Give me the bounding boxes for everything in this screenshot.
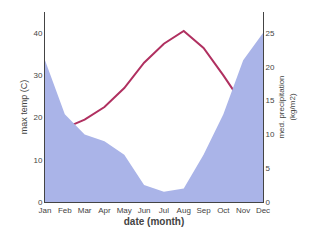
svg-text:max temp (C): max temp (C)	[19, 80, 29, 135]
svg-text:10: 10	[33, 156, 42, 165]
svg-text:Oct: Oct	[217, 206, 230, 215]
svg-text:Aug: Aug	[177, 206, 191, 215]
svg-text:0: 0	[266, 198, 271, 207]
svg-text:Dec: Dec	[256, 206, 270, 215]
svg-text:date (month): date (month)	[124, 216, 185, 227]
svg-text:Jul: Jul	[159, 206, 169, 215]
svg-text:10: 10	[266, 130, 275, 139]
svg-text:med. precipitation(kg/m2): med. precipitation(kg/m2)	[277, 75, 296, 138]
svg-text:20: 20	[33, 113, 42, 122]
svg-text:Apr: Apr	[98, 206, 111, 215]
svg-text:Feb: Feb	[58, 206, 72, 215]
svg-text:20: 20	[266, 63, 275, 72]
svg-text:0: 0	[38, 198, 43, 207]
svg-text:Jan: Jan	[39, 206, 52, 215]
svg-text:Nov: Nov	[236, 206, 250, 215]
svg-text:40: 40	[33, 29, 42, 38]
svg-text:Mar: Mar	[78, 206, 92, 215]
svg-text:15: 15	[266, 96, 275, 105]
svg-text:5: 5	[266, 164, 271, 173]
svg-text:25: 25	[266, 29, 275, 38]
svg-text:Jun: Jun	[138, 206, 151, 215]
svg-text:30: 30	[33, 71, 42, 80]
svg-text:Sep: Sep	[196, 206, 211, 215]
svg-text:May: May	[117, 206, 132, 215]
